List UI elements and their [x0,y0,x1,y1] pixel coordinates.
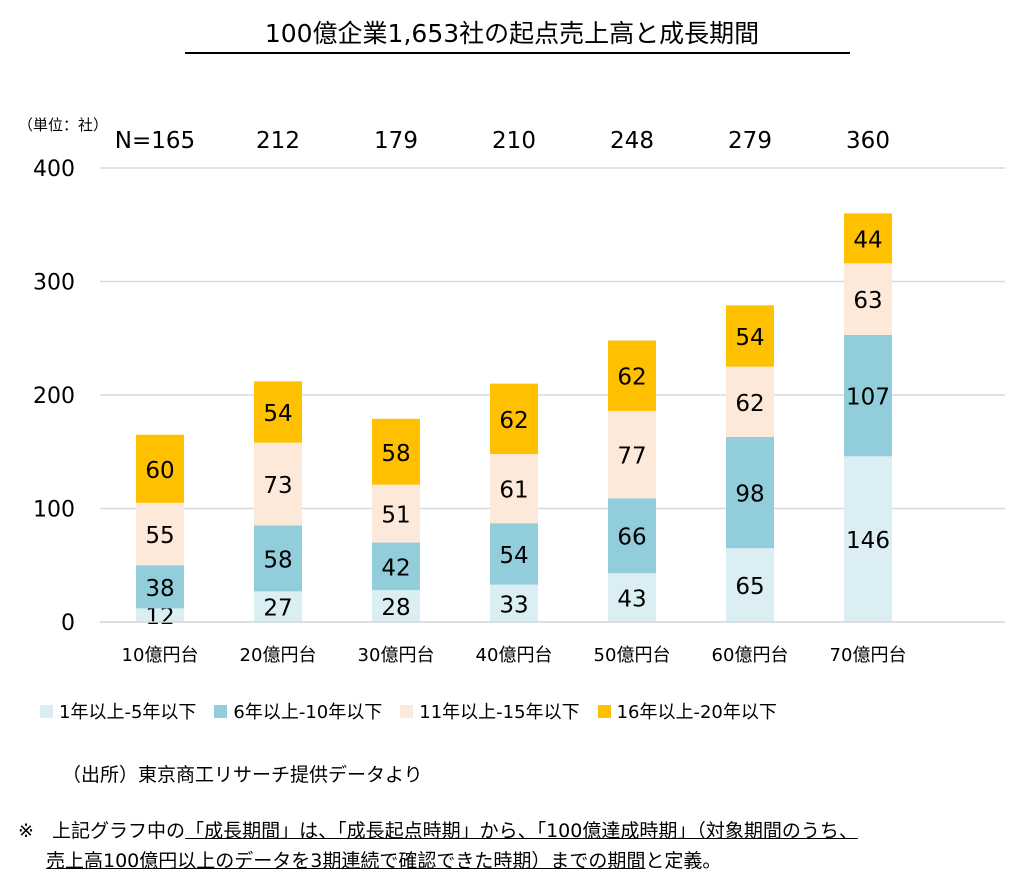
legend-label: 1年以上-5年以下 [59,702,197,723]
bar-segment [136,565,184,609]
legend-label: 11年以上-15年以下 [419,702,580,723]
legend-item: 6年以上-10年以下 [214,698,382,724]
data-label: 146 [846,528,890,554]
data-label: 58 [381,441,410,467]
data-label: 107 [846,385,890,411]
legend-swatch [40,704,53,718]
bar-segment [372,484,420,543]
bar-segment [726,366,774,437]
bar-segment [726,305,774,367]
footnote: ※ 上記グラフ中の「成長期間」は、「成長起点時期」から、「100億達成時期」（対… [18,816,858,876]
data-label: 98 [735,482,764,508]
total-label: 279 [728,128,772,154]
x-tick-label: 30億円台 [358,645,435,666]
data-label: 58 [263,547,292,573]
y-tick-label: 400 [33,157,75,182]
bar-segment [136,502,184,566]
data-label: 51 [381,503,410,529]
data-label: 38 [145,576,174,602]
legend-swatch [400,704,414,718]
data-label: 54 [263,401,292,427]
data-label: 62 [617,365,646,391]
x-tick-label: 70億円台 [830,645,907,666]
note-mark: ※ [18,820,34,842]
bar-segment [254,381,302,443]
bar-segment [372,418,420,485]
data-label: 44 [853,227,882,253]
chart-title: 100億企業1,653社の起点売上高と成長期間 [264,19,760,48]
data-label: 27 [263,596,292,622]
bar-segment [844,334,892,457]
bar-segment [136,608,184,622]
data-label: 12 [145,604,174,630]
x-tick-label: 60億円台 [712,645,789,666]
data-label: 54 [735,325,764,351]
bar-segment [372,590,420,622]
bar-segment [136,434,184,503]
data-label: 66 [617,525,646,551]
total-label: 212 [256,128,300,154]
bar-segment [608,340,656,411]
bar-segment [490,523,538,585]
note-line1-plain: 上記グラフ中の [52,820,186,842]
legend-swatch [214,704,228,718]
data-label: 62 [735,391,764,417]
total-label: 360 [846,128,890,154]
bar-segment [844,456,892,622]
bar-segment [844,213,892,264]
legend-swatch [597,704,611,718]
y-tick-label: 200 [33,384,75,409]
data-label: 73 [263,473,292,499]
data-label: 61 [499,478,528,504]
data-label: 62 [499,408,528,434]
data-label: 43 [617,587,646,613]
total-label: 179 [374,128,418,154]
bar-segment [608,410,656,499]
bar-segment [726,436,774,549]
data-label: 60 [145,458,174,484]
legend-item: 11年以上-15年以下 [400,698,580,724]
data-label: 65 [735,574,764,600]
note-line2-underlined: 売上高100億円以上のデータを3期連続で確認できた時期）までの期間 [46,850,646,872]
unit-label: （単位：社） [18,116,109,134]
bar-segment [844,263,892,335]
data-label: 55 [145,523,174,549]
bar-segment [490,454,538,524]
x-tick-label: 10億円台 [122,645,199,666]
legend-item: 16年以上-20年以下 [597,698,777,724]
note-line1-underlined: 「成長期間」は、「成長起点時期」から、「100億達成時期」（対象期間のうち、 [185,820,858,842]
x-tick-label: 20億円台 [240,645,317,666]
bar-segment [372,542,420,591]
source-note: （出所）東京商工リサーチ提供データより [62,764,423,786]
data-label: 63 [853,288,882,314]
bar-segment [490,584,538,622]
bar-segment [726,548,774,622]
bar-segment [608,573,656,622]
bar-segment [490,383,538,455]
legend-label: 16年以上-20年以下 [616,702,777,723]
total-label: N=165 [115,128,195,154]
y-tick-label: 300 [33,271,75,296]
total-label: 210 [492,128,536,154]
y-tick-label: 0 [61,611,75,636]
bar-segment [608,498,656,574]
bar-segment [254,525,302,592]
data-label: 54 [499,543,528,569]
bar-segment [254,442,302,526]
data-label: 33 [499,592,528,618]
x-tick-label: 40億円台 [476,645,553,666]
legend-label: 6年以上-10年以下 [233,702,383,723]
legend-item: 1年以上-5年以下 [40,698,196,724]
legend: 1年以上-5年以下 6年以上-10年以下 11年以上-15年以下 16年以上-20年以… [40,698,777,724]
note-line2-plain: と定義。 [645,850,722,872]
y-tick-label: 100 [33,498,75,523]
x-tick-label: 50億円台 [594,645,671,666]
bar-segment [254,591,302,622]
total-label: 248 [610,128,654,154]
title-underline [185,52,850,54]
data-label: 77 [617,444,646,470]
data-label: 42 [381,555,410,581]
data-label: 28 [381,595,410,621]
